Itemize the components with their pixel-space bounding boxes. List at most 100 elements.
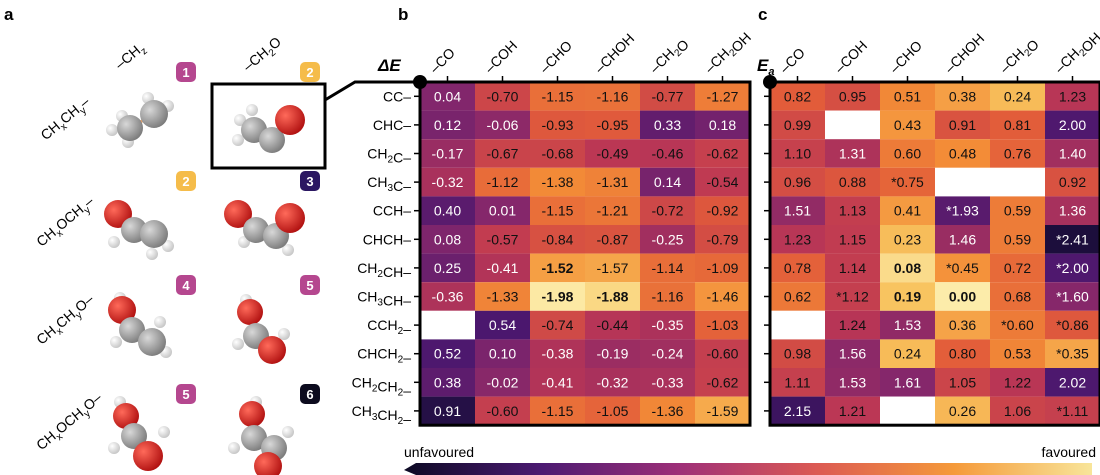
heatmap-value-label: -0.35: [652, 317, 684, 333]
heatmap-value-label: 1.23: [1059, 88, 1086, 104]
heatmap-cell: [640, 82, 695, 111]
heatmap-cell: [1045, 139, 1100, 168]
heatmap-cell: [880, 110, 935, 140]
heatmap-row-label: CCH2–: [367, 317, 411, 337]
heatmap-cell: [935, 225, 990, 254]
heatmap-value-label: -0.41: [487, 260, 519, 276]
molecule-number-badge: [176, 384, 196, 404]
heatmap-value-label: 0.81: [1004, 117, 1031, 133]
heatmap-cell: [420, 196, 475, 225]
molecule-5: [232, 294, 290, 364]
heatmap-cell: [880, 368, 935, 397]
molecule-number: 1: [182, 65, 189, 80]
heatmap-cell: [1045, 196, 1100, 225]
heatmap-cell: [825, 225, 880, 254]
molecule-number-badge: [300, 384, 320, 404]
heatmap-cell: [695, 282, 750, 311]
heatmap-cell: [585, 253, 640, 283]
heatmap-col-label: –COH: [481, 37, 520, 76]
heatmap-cell: [640, 139, 695, 168]
heatmap-value-label: -0.84: [542, 231, 574, 247]
heatmap-cell: [990, 225, 1045, 254]
heatmap-cell: [990, 339, 1045, 368]
heatmap-cell: [1045, 396, 1100, 426]
heatmap-value-label: -0.60: [707, 346, 739, 362]
heatmap-value-label: *2.00: [1056, 260, 1089, 276]
heatmap-cell-empty: [990, 167, 1045, 197]
heatmap-value-label: 0.19: [894, 289, 921, 305]
heatmap-cell: [770, 339, 825, 368]
heatmap-value-label: -0.79: [707, 231, 739, 247]
heatmap-value-label: 1.05: [949, 374, 976, 390]
heatmap-cell: [1045, 110, 1100, 140]
heatmap-cell: [530, 396, 585, 426]
heatmap-value-label: -1.16: [652, 289, 684, 305]
heatmap-cell: [640, 225, 695, 254]
heatmap-value-label: 1.46: [949, 231, 976, 247]
heatmap-value-label: -1.27: [707, 88, 739, 104]
molecule-3: [224, 200, 305, 256]
heatmap-cell: [990, 368, 1045, 397]
hydrogen-atom: [106, 124, 118, 136]
heatmap-value-label: 1.36: [1059, 203, 1086, 219]
oxygen-atom: [275, 203, 305, 233]
heatmap-value-label: 0.76: [1004, 146, 1031, 162]
heatmap-cell: [640, 196, 695, 225]
molecule-1: [106, 92, 174, 148]
heatmap-value-label: 1.11: [784, 374, 810, 390]
heatmap-cell: [420, 396, 475, 426]
heatmap-value-label: -1.03: [707, 317, 739, 333]
heatmap-cell: [990, 310, 1045, 340]
heatmap-cell: [695, 167, 750, 197]
heatmap-cell: [770, 167, 825, 197]
heatmap-cell: [695, 253, 750, 283]
carbon-atom: [119, 317, 145, 343]
heatmap-value-label: *0.86: [1056, 317, 1089, 333]
heatmap-value-label: -1.05: [597, 403, 629, 419]
heatmap-value-label: 0.68: [1004, 289, 1031, 305]
heatmap-value-label: 0.23: [894, 231, 921, 247]
heatmap-row-label: CH3CH2–: [352, 403, 412, 427]
heatmap-value-label: -0.72: [652, 203, 684, 219]
molecule-number: 4: [182, 278, 190, 293]
heatmap-cell: [695, 310, 750, 340]
heatmap-value-label: 0.51: [894, 88, 921, 104]
heatmap-cell: [420, 253, 475, 283]
heatmap-value-label: 0.33: [654, 117, 681, 133]
hydrogen-atom: [228, 442, 240, 454]
heatmap-cell: [585, 167, 640, 197]
heatmap-value-label: -0.62: [707, 374, 739, 390]
heatmap-ea: 0.82 0.95 0.51 0.38 0.24 1.23 0.99 0.43 0.91 0.81…: [757, 29, 1100, 427]
heatmap-value-label: 0.92: [1059, 174, 1086, 190]
heatmap-cell: [990, 282, 1045, 311]
heatmap-cell-empty: [935, 167, 990, 197]
heatmap-cell: [1045, 253, 1100, 283]
heatmap-value-label: 0.96: [784, 174, 811, 190]
heatmap-value-label: 1.15: [839, 231, 866, 247]
heatmap-value-label: 0.78: [784, 260, 811, 276]
heatmap-value-label: -1.52: [542, 260, 574, 276]
heatmap-cell: [880, 253, 935, 283]
heatmap-value-label: 1.13: [839, 203, 866, 219]
heatmap-cell: [990, 82, 1045, 111]
heatmap-cell: [640, 110, 695, 140]
panel-a-badges: 1 2 2 3 4 5 5 6: [176, 62, 320, 404]
heatmap-cell: [420, 282, 475, 311]
molecule-number-badge: [300, 62, 320, 82]
heatmap-cell: [825, 282, 880, 311]
heatmap-cell-empty: [825, 110, 880, 140]
heatmap-corner-dot: [413, 75, 427, 89]
heatmap-cell: [990, 396, 1045, 426]
heatmap-cell: [770, 110, 825, 140]
oxygen-atom: [258, 336, 286, 364]
heatmap-cell: [990, 253, 1045, 283]
heatmap-cell: [695, 196, 750, 225]
heatmap-cell: [770, 253, 825, 283]
heatmap-cell: [585, 368, 640, 397]
heatmap-row-label: CH2CH2–: [352, 374, 412, 398]
heatmap-value-label: -0.49: [597, 146, 629, 162]
heatmap-row-label: CH2CH–: [357, 260, 411, 280]
heatmap-value-label: -0.87: [597, 231, 629, 247]
heatmap-cell: [585, 396, 640, 426]
heatmap-cell: [640, 282, 695, 311]
